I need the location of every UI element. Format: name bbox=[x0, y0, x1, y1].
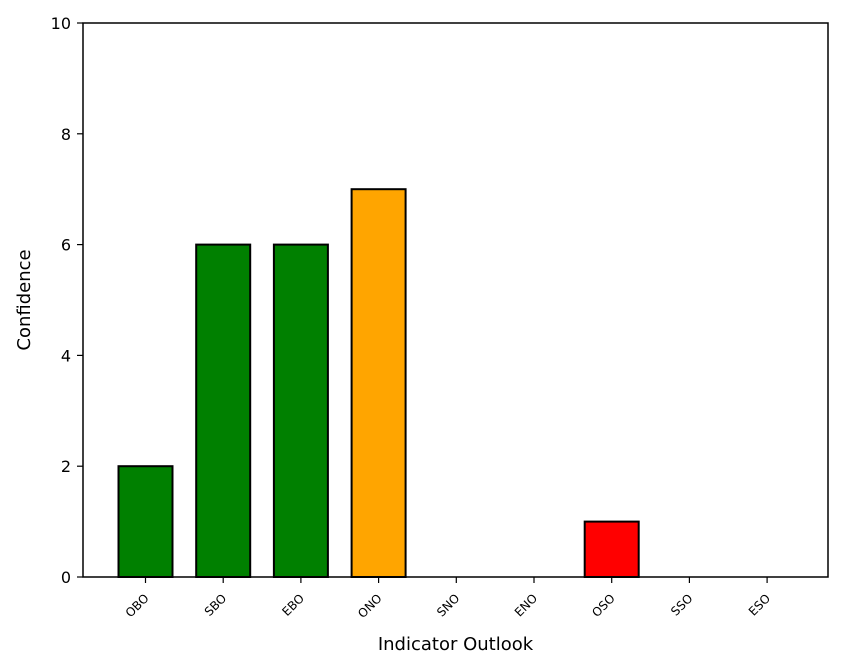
bar-obo bbox=[119, 466, 173, 577]
x-tick-label-eso: ESO bbox=[746, 591, 773, 618]
y-tick-label: 8 bbox=[61, 125, 71, 144]
bar-sbo bbox=[196, 245, 250, 577]
bar-oso bbox=[585, 522, 639, 577]
y-tick-label: 2 bbox=[61, 457, 71, 476]
y-tick-label: 6 bbox=[61, 236, 71, 255]
y-axis-label: Confidence bbox=[14, 249, 35, 350]
x-tick-label-ono: ONO bbox=[355, 591, 385, 621]
x-tick-label-sno: SNO bbox=[434, 591, 462, 619]
x-tick-label-ebo: EBO bbox=[279, 591, 307, 619]
y-tick-label: 0 bbox=[61, 568, 71, 587]
x-axis: OBO SBO EBO ONO SNO ENO OSO SSO ESO bbox=[123, 577, 774, 621]
x-tick-label-eno: ENO bbox=[512, 591, 540, 619]
bar-ebo bbox=[274, 245, 328, 577]
y-axis: 0 2 4 6 8 10 bbox=[51, 14, 83, 587]
bars-group bbox=[119, 189, 639, 577]
x-tick-label-sbo: SBO bbox=[202, 591, 230, 619]
x-tick-label-obo: OBO bbox=[123, 591, 152, 620]
x-tick-label-sso: SSO bbox=[668, 591, 695, 618]
x-axis-label: Indicator Outlook bbox=[378, 634, 534, 655]
x-tick-label-oso: OSO bbox=[589, 591, 618, 620]
bar-ono bbox=[352, 189, 406, 577]
plot-frame bbox=[83, 23, 828, 577]
y-tick-label: 4 bbox=[61, 346, 71, 365]
y-tick-label: 10 bbox=[51, 14, 71, 33]
